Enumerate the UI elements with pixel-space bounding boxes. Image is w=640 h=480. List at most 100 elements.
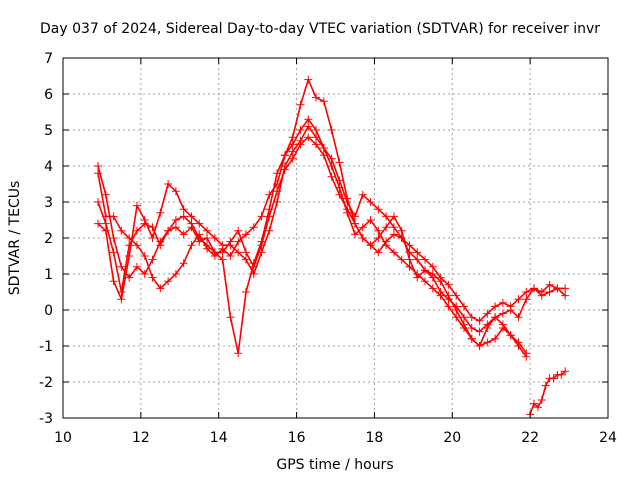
data-point-trace-d	[413, 255, 422, 264]
data-point-trace-c	[382, 212, 391, 221]
x-tick-label: 10	[54, 430, 72, 446]
data-point-trace-c	[514, 295, 523, 304]
data-point-trace-c	[358, 190, 367, 199]
data-point-trace-b	[179, 259, 188, 268]
data-point-trace-b	[366, 216, 375, 224]
data-point-trace-a	[296, 100, 305, 109]
y-tick-label: 1	[44, 267, 53, 283]
data-point-trace-d	[459, 313, 468, 322]
data-point-trace-b	[257, 212, 266, 221]
data-point-trace-a	[117, 262, 126, 271]
data-point-trace-b	[389, 248, 398, 257]
data-point-trace-d	[389, 230, 398, 239]
data-point-trace-d	[218, 248, 227, 257]
data-point-trace-b	[171, 270, 180, 278]
data-point-trace-b	[296, 126, 305, 134]
series-trace-a	[97, 78, 566, 354]
data-point-trace-d	[132, 226, 141, 235]
data-point-trace-d	[428, 273, 437, 282]
data-point-trace-c	[436, 273, 445, 282]
y-tick-label: 4	[44, 159, 53, 175]
series-trace-d	[97, 136, 527, 358]
data-point-trace-d	[273, 187, 282, 196]
data-point-trace-b	[280, 151, 289, 160]
data-point-trace-c	[366, 198, 375, 206]
x-tick-label: 20	[443, 430, 461, 446]
data-point-trace-a	[319, 97, 328, 106]
data-point-trace-b	[156, 284, 165, 293]
data-point-trace-c	[117, 295, 126, 304]
data-point-trace-c	[428, 262, 437, 271]
data-point-trace-c	[241, 255, 250, 264]
data-point-trace-b	[132, 241, 141, 250]
data-point-trace-a	[514, 313, 523, 322]
data-point-trace-b	[413, 270, 422, 278]
data-point-trace-c	[265, 226, 274, 235]
data-point-trace-c	[234, 248, 243, 257]
data-point-trace-c	[319, 144, 328, 152]
data-point-trace-d	[421, 266, 430, 275]
data-point-trace-d	[452, 302, 461, 311]
data-point-trace-c	[179, 205, 188, 214]
data-point-trace-b	[265, 190, 274, 199]
data-point-trace-d	[374, 248, 383, 257]
x-tick-label: 22	[521, 430, 539, 446]
x-tick-label: 16	[288, 430, 306, 446]
data-point-trace-d	[335, 190, 344, 199]
data-point-trace-d	[241, 248, 250, 257]
data-point-trace-c	[343, 198, 352, 206]
data-point-trace-b	[226, 252, 235, 260]
data-point-trace-c	[94, 219, 103, 228]
data-point-trace-b	[117, 226, 126, 235]
y-tick-label: 7	[44, 51, 53, 67]
data-point-trace-c	[421, 255, 430, 264]
data-point-trace-a	[304, 75, 313, 84]
data-point-trace-c	[210, 234, 219, 242]
data-point-trace-b	[397, 255, 406, 264]
data-point-trace-d	[405, 248, 414, 257]
data-point-trace-a	[179, 230, 188, 239]
data-point-trace-d	[195, 234, 204, 242]
data-point-trace-a	[335, 158, 344, 167]
data-point-trace-d	[304, 133, 313, 142]
data-point-trace-d	[483, 320, 492, 329]
data-point-trace-a	[327, 126, 336, 134]
data-point-trace-d	[312, 140, 321, 149]
data-point-trace-b	[234, 237, 243, 246]
series-trace-b	[97, 118, 527, 354]
data-point-trace-c	[327, 154, 336, 163]
data-point-trace-d	[101, 219, 110, 228]
data-point-trace-c	[335, 176, 344, 185]
data-point-trace-b	[304, 115, 313, 124]
data-point-trace-d	[506, 331, 515, 340]
y-tick-label: -3	[39, 411, 53, 427]
data-point-trace-c	[195, 219, 204, 228]
data-point-trace-b	[405, 262, 414, 271]
data-point-trace-b	[358, 223, 367, 232]
data-point-trace-b	[374, 226, 383, 235]
data-point-trace-c	[506, 302, 515, 311]
data-point-trace-b	[109, 212, 118, 221]
data-point-trace-b	[421, 277, 430, 286]
data-point-trace-b	[241, 230, 250, 239]
data-point-trace-b	[148, 273, 157, 282]
data-point-trace-d	[117, 288, 126, 296]
data-point-trace-d	[343, 205, 352, 214]
x-tick-label: 18	[366, 430, 384, 446]
data-point-trace-d	[358, 234, 367, 242]
data-point-trace-d	[498, 320, 507, 329]
data-point-trace-d	[288, 154, 297, 163]
data-point-trace-a	[241, 288, 250, 296]
series-trace-e	[529, 370, 566, 415]
data-point-trace-c	[132, 201, 141, 210]
data-point-trace-a	[101, 190, 110, 199]
data-point-trace-c	[522, 288, 531, 296]
data-point-trace-d	[249, 262, 258, 271]
data-point-trace-c	[405, 241, 414, 250]
data-point-trace-c	[109, 277, 118, 286]
x-tick-label: 14	[210, 430, 228, 446]
data-point-trace-d	[319, 151, 328, 160]
data-point-trace-c	[125, 252, 134, 260]
data-point-trace-d	[514, 342, 523, 350]
data-point-trace-d	[210, 248, 219, 257]
